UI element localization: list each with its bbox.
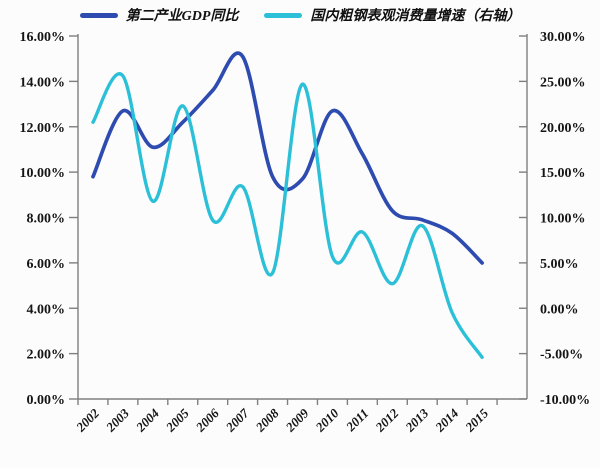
y-axis-right-label: 5.00% [540, 257, 579, 272]
x-axis-label: 2009 [282, 405, 312, 435]
y-axis-right-label: -5.00% [540, 348, 583, 363]
y-axis-left-label: 6.00% [27, 257, 66, 272]
steel-line-swatch [264, 12, 303, 18]
legend-item-gdp: 第二产业GDP同比 [79, 5, 239, 25]
legend-label-steel: 国内粗钢表观消费量增速（右轴） [310, 9, 521, 24]
x-axis-label: 2014 [432, 405, 462, 435]
x-axis-label: 2010 [312, 405, 342, 435]
legend-label-gdp: 第二产业GDP同比 [125, 9, 239, 24]
y-axis-left-label: 10.00% [20, 166, 66, 181]
y-axis-right-label: -10.00% [540, 393, 590, 408]
y-axis-left-label: 14.00% [20, 75, 66, 90]
x-axis-label: 2008 [252, 405, 282, 435]
series-line-gdp [91, 51, 484, 265]
y-axis-left-label: 2.00% [27, 348, 66, 363]
y-axis-left-label: 0.00% [27, 393, 66, 408]
x-axis-label: 2012 [372, 405, 402, 435]
x-axis-label: 2004 [132, 405, 162, 435]
legend: 第二产业GDP同比 国内粗钢表观消费量增速（右轴） [0, 5, 600, 25]
y-axis-right-label: 30.00% [540, 30, 586, 45]
gdp-line-swatch [79, 12, 118, 18]
y-axis-left-label: 8.00% [27, 212, 66, 227]
x-axis-label: 2007 [222, 405, 252, 435]
y-axis-right-label: 15.00% [540, 166, 586, 181]
legend-item-steel: 国内粗钢表观消费量增速（右轴） [264, 5, 520, 25]
series-line-steel [91, 72, 484, 359]
x-axis-label: 2003 [102, 405, 132, 435]
y-axis-left-label: 4.00% [27, 302, 66, 317]
y-axis-right-label: 10.00% [540, 212, 586, 227]
y-axis-right-label: 0.00% [540, 302, 579, 317]
x-axis-label: 2005 [162, 405, 192, 435]
y-axis-left-label: 16.00% [20, 30, 66, 45]
x-axis-label: 2015 [462, 405, 492, 435]
x-axis-label: 2011 [342, 406, 371, 435]
y-axis-right-label: 20.00% [540, 121, 586, 136]
x-axis-label: 2006 [192, 405, 222, 435]
y-axis-left-label: 12.00% [20, 121, 66, 136]
x-axis-label: 2002 [72, 405, 102, 435]
y-axis-right-label: 25.00% [540, 75, 586, 90]
x-axis-label: 2013 [402, 405, 432, 435]
